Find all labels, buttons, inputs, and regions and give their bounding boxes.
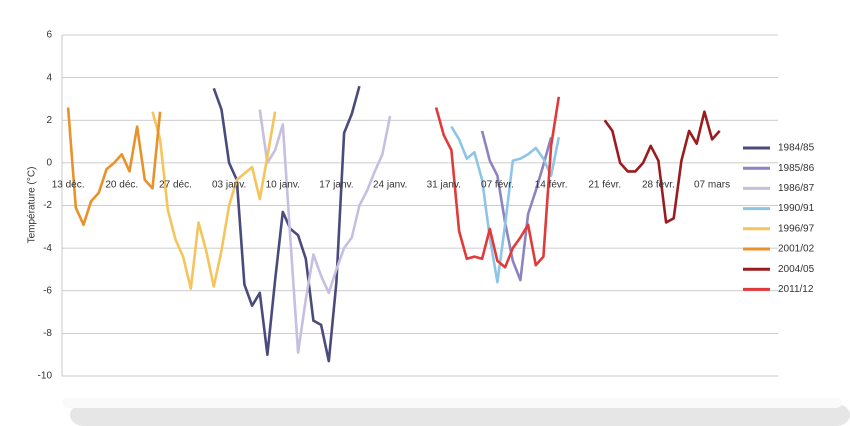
legend-label: 1985/86: [778, 163, 815, 174]
series-line: [212, 85, 361, 363]
x-tick-label: 10 janv.: [266, 180, 300, 191]
series-line: [434, 96, 561, 269]
y-axis-label: Température (°C): [27, 167, 38, 244]
legend-label: 2001/02: [778, 244, 815, 255]
series-line: [151, 111, 277, 290]
y-tick-label: -10: [38, 371, 53, 382]
legend-label: 1996/97: [778, 223, 815, 234]
legend-label: 2011/12: [778, 284, 814, 295]
legend-label: 2004/05: [778, 264, 815, 275]
legend-label: 1986/87: [778, 183, 815, 194]
x-tick-label: 07 févr.: [481, 180, 514, 191]
card-shadow: [70, 404, 850, 426]
y-tick-label: 2: [46, 115, 52, 126]
x-tick-label: 28 févr.: [642, 180, 675, 191]
x-tick-label: 14 févr.: [535, 180, 568, 191]
y-tick-label: 4: [46, 72, 52, 83]
x-tick-label: 20 déc.: [105, 180, 138, 191]
x-tick-label: 21 févr.: [588, 180, 621, 191]
series-line: [258, 109, 392, 354]
card-edge: [62, 398, 842, 408]
x-tick-label: 31 janv.: [427, 180, 461, 191]
x-tick-label: 17 janv.: [319, 180, 353, 191]
series-line: [603, 110, 721, 224]
series-line: [66, 107, 162, 226]
x-tick-label: 27 déc.: [159, 180, 192, 191]
y-tick-label: -8: [43, 328, 52, 339]
y-tick-label: 0: [46, 158, 52, 169]
y-tick-label: -2: [43, 200, 52, 211]
legend-label: 1990/91: [778, 203, 815, 214]
y-tick-label: -4: [43, 243, 52, 254]
x-tick-label: 13 déc.: [52, 180, 85, 191]
series-line: [480, 130, 553, 282]
x-tick-label: 07 mars: [694, 180, 730, 191]
x-tick-label: 24 janv.: [373, 180, 407, 191]
series-line: [450, 125, 561, 284]
y-tick-label: -6: [43, 285, 52, 296]
legend-label: 1984/85: [778, 143, 815, 154]
y-tick-label: 6: [46, 30, 52, 41]
x-tick-label: 03 janv.: [212, 180, 246, 191]
